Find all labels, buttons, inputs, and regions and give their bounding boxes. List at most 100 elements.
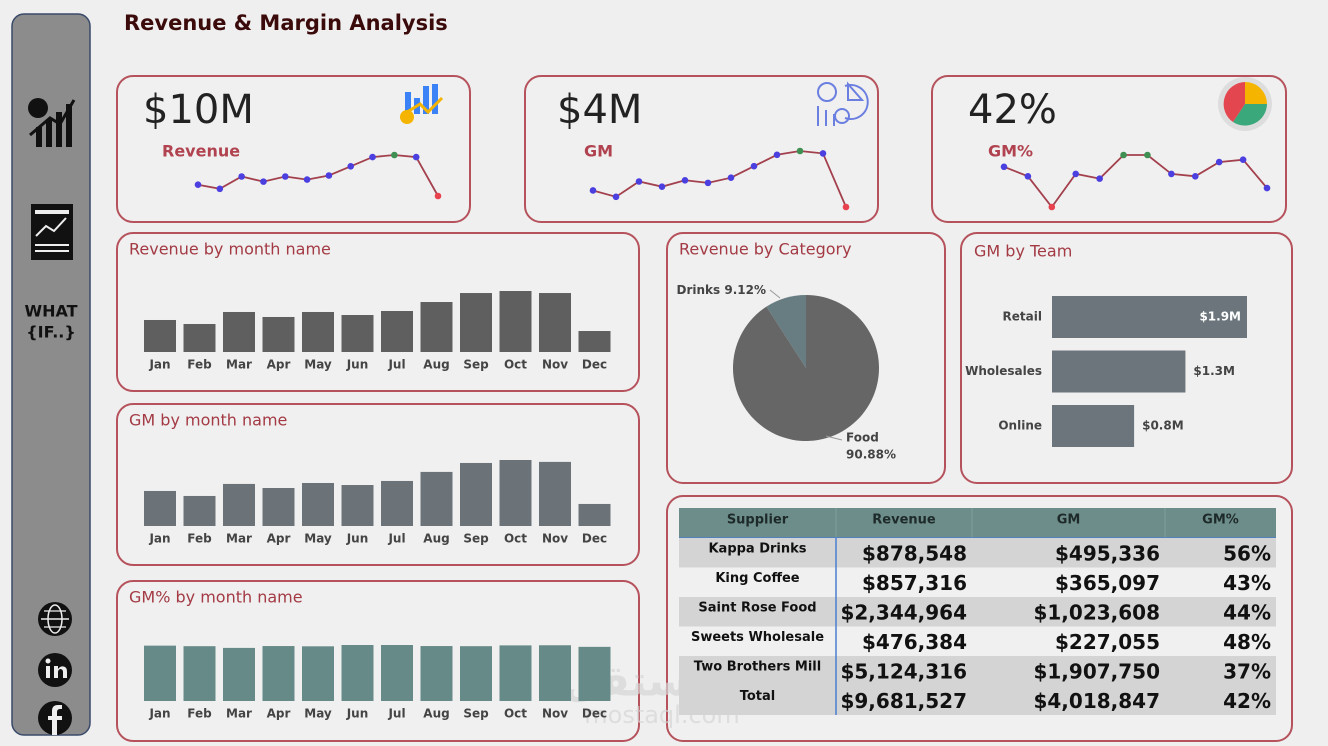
value-label: 9.12% [724,283,766,297]
column-header: Supplier [727,513,789,528]
value-label: 90.88% [846,448,896,462]
x-tick-label: Feb [187,532,212,546]
leader-line [769,289,781,299]
sparkline-point [589,187,597,194]
x-tick-label: Jun [346,358,369,372]
bar [539,461,571,526]
kpi-label: GM [584,142,613,161]
sparkline-point [412,153,420,161]
bar [460,462,492,526]
sparkline [1003,154,1268,209]
sparkline-point [347,162,355,170]
kpi-card [524,75,879,223]
table-cell: $878,548 [862,542,967,566]
table-cell: 37% [1223,660,1271,684]
x-tick-label: Jul [387,532,405,546]
bar [262,646,295,701]
bar [144,645,176,701]
icon-report[interactable] [31,204,73,260]
sparkline-point [260,178,267,185]
table-cell: 48% [1223,630,1271,654]
x-tick-label: Mar [226,358,252,372]
bar [1052,405,1135,447]
column-header: GM [1057,513,1081,528]
bar [262,487,295,526]
what-if-label[interactable]: {IF..} [26,323,75,342]
bar [578,503,611,526]
bar [223,647,255,701]
table-cell: $5,124,316 [840,660,967,684]
x-tick-label: Oct [504,707,527,721]
dashboard-title: Revenue & Margin Analysis [124,11,448,35]
x-tick-label: Dec [582,358,607,372]
table-row [679,626,1276,656]
what-if-label[interactable]: WHAT [24,302,77,321]
sparkline [197,154,439,197]
bar [341,485,374,526]
sparkline-point [750,162,758,170]
bar [302,482,334,526]
table-cell: $227,055 [1055,630,1160,654]
sparkline-point [303,176,311,183]
sparkline-point [325,172,333,179]
table-cell: 42% [1223,689,1271,713]
bar [341,315,374,352]
x-tick-label: Jul [387,358,405,372]
x-tick-label: May [304,532,332,546]
sparkline [592,150,847,208]
bar [1052,350,1186,393]
x-tick-label: Nov [542,358,568,372]
bar [420,471,453,526]
x-tick-label: Jan [148,532,170,546]
bar [341,645,374,701]
bar [381,645,413,701]
table-row [679,538,1276,568]
icon-globe[interactable] [38,602,72,636]
sparkline-point [1144,151,1151,159]
kpi-card [931,75,1287,223]
chart-title: Revenue by month name [129,240,331,259]
x-tick-label: Apr [267,707,291,721]
x-tick-label: Feb [187,707,212,721]
table-cell: Saint Rose Food [698,601,816,616]
table-cell: $2,344,964 [840,601,967,625]
chart-title: GM by Team [974,242,1072,261]
table-cell: Kappa Drinks [708,542,806,557]
x-tick-label: Sep [463,532,489,546]
sparkline-point [796,147,804,155]
bar [578,331,611,352]
bar [539,293,571,352]
sparkline-point [1191,172,1199,180]
icon-pie [1218,77,1272,131]
bar [499,645,532,701]
x-tick-label: Jun [346,532,369,546]
table-cell: $9,681,527 [840,689,967,713]
sparkline-point [1072,170,1080,178]
category-label: Drinks [677,283,721,297]
x-tick-label: Dec [582,532,607,546]
chart-title: Revenue by Category [679,240,852,259]
bar [302,646,334,701]
bar [460,293,492,352]
table-row [679,567,1276,597]
x-tick-label: Mar [226,707,252,721]
sparkline-point [727,174,735,182]
table-header [679,508,1276,538]
sparkline-point [194,181,202,189]
sparkline-point [658,183,666,190]
icon-linkedin[interactable] [38,653,72,687]
sparkline-point [391,151,398,159]
x-tick-label: May [304,707,332,721]
kpi-value: 42% [968,87,1057,133]
sparkline-point [1263,184,1271,192]
x-tick-label: Nov [542,707,568,721]
table-cell: Total [740,689,776,704]
icon-facebook[interactable] [38,701,72,735]
bar [499,291,532,352]
pie-slice [766,295,806,368]
x-tick-label: Aug [423,707,449,721]
icon-bars [400,84,444,124]
table-row [679,597,1276,627]
icon-finance[interactable] [28,98,76,147]
